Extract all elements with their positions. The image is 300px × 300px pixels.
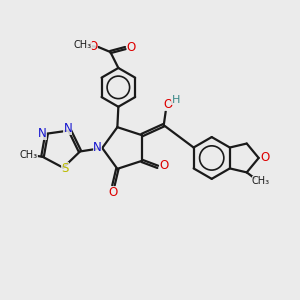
- Text: O: O: [159, 159, 168, 172]
- Text: O: O: [89, 40, 98, 52]
- Text: O: O: [109, 186, 118, 199]
- Text: O: O: [163, 98, 172, 111]
- Text: N: N: [63, 122, 72, 135]
- Text: S: S: [61, 162, 69, 175]
- Text: CH₃: CH₃: [20, 150, 38, 160]
- Text: N: N: [93, 140, 102, 154]
- Text: H: H: [172, 95, 180, 105]
- Text: O: O: [260, 152, 269, 164]
- Text: CH₃: CH₃: [252, 176, 270, 186]
- Text: O: O: [127, 40, 136, 54]
- Text: CH₃: CH₃: [74, 40, 92, 50]
- Text: N: N: [38, 127, 47, 140]
